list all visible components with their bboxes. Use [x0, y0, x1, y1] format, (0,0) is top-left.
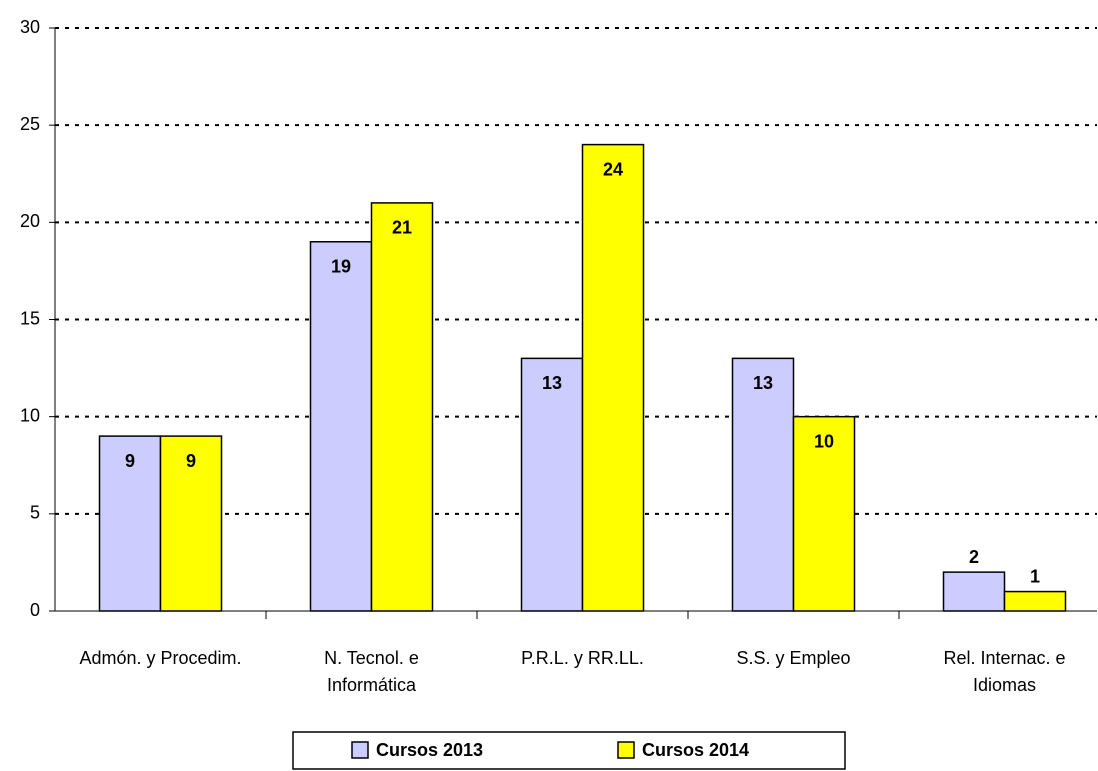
bar: [1003, 590, 1067, 612]
legend-label: Cursos 2014: [642, 740, 749, 760]
data-label: 19: [331, 257, 351, 277]
data-label: 10: [814, 431, 834, 451]
bar: [581, 143, 645, 612]
data-label: 24: [603, 159, 623, 179]
legend-swatch: [351, 741, 369, 759]
data-label: 13: [753, 373, 773, 393]
legend-box: [292, 731, 846, 770]
y-tick-label: 20: [20, 211, 40, 231]
y-tick-label: 0: [30, 600, 40, 620]
bar: [159, 435, 223, 612]
x-tick-label: S.S. y Empleo: [736, 648, 851, 668]
data-label: 1: [1030, 566, 1040, 586]
legend-label: Cursos 2013: [376, 740, 483, 760]
bar: [520, 357, 584, 612]
x-tick-label: Rel. Internac. e Idiomas: [943, 648, 1066, 695]
y-tick-label: 15: [20, 308, 40, 328]
y-tick-label: 10: [20, 405, 40, 425]
x-tick-label: N. Tecnol. e Informática: [324, 648, 419, 695]
legend-swatch: [617, 741, 635, 759]
bar: [792, 415, 856, 612]
data-label: 21: [392, 218, 412, 238]
y-tick-label: 25: [20, 114, 40, 134]
y-tick-label: 5: [30, 503, 40, 523]
x-tick-label: Admón. y Procedim.: [79, 648, 242, 668]
bar: [309, 241, 373, 612]
data-label: 2: [969, 547, 979, 567]
bar: [370, 202, 434, 612]
bar: [942, 571, 1006, 612]
data-label: 9: [186, 451, 196, 471]
bar: [731, 357, 795, 612]
x-tick-label: P.R.L. y RR.LL.: [521, 648, 644, 668]
bar: [98, 435, 162, 612]
y-tick-label: 30: [20, 17, 40, 37]
data-label: 13: [542, 373, 562, 393]
data-label: 9: [125, 451, 135, 471]
